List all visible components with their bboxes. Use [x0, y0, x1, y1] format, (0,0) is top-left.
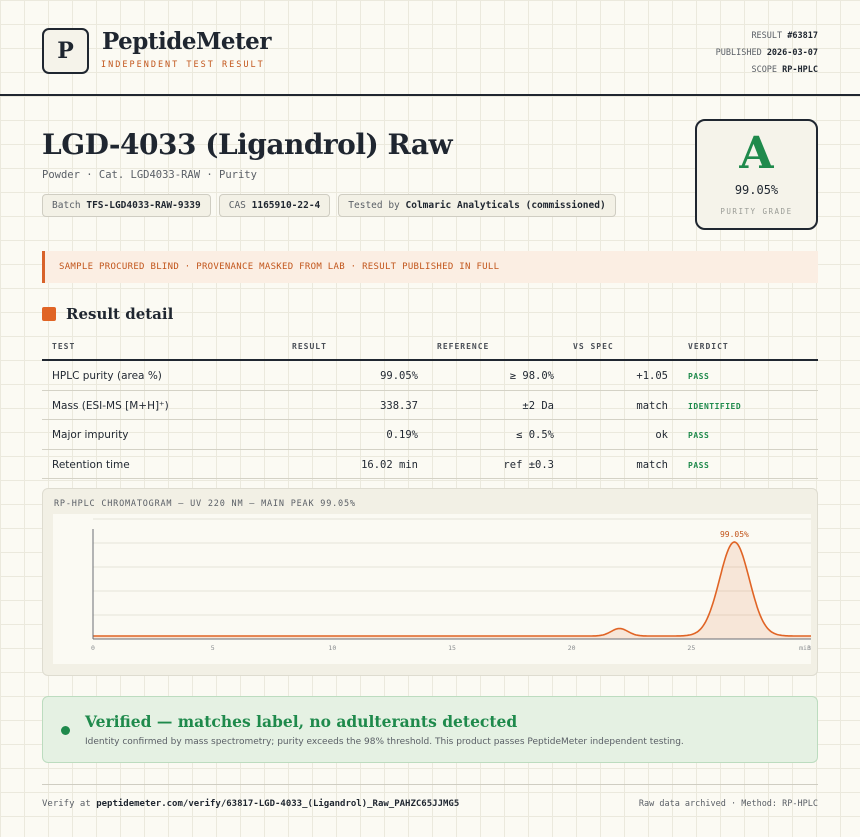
x-tick-label: 10	[328, 644, 336, 652]
verdict-badge: PASS	[688, 460, 710, 470]
verified-title: Verified — matches label, no adulterants…	[85, 712, 518, 731]
verified-panel: Verified — matches label, no adulterants…	[42, 696, 818, 763]
chromatogram-card: RP-HPLC CHROMATOGRAM — UV 220 NM — MAIN …	[42, 488, 818, 676]
result-id: #63817	[787, 31, 818, 41]
peak-label: 99.05%	[720, 530, 749, 539]
chart-plot-bg	[53, 514, 811, 664]
chart-grid	[93, 518, 811, 616]
product-subtitle: Powder · Cat. LGD4033-RAW · Purity	[42, 169, 257, 181]
verified-text: Identity confirmed by mass spectrometry;…	[85, 737, 684, 747]
result-meta: RESULT #63817 PUBLISHED 2026-03-07 SCOPE…	[716, 28, 818, 79]
col-reference: REFERENCE	[437, 342, 490, 351]
result-table: TEST RESULT REFERENCE VS SPEC VERDICT HP…	[42, 338, 818, 479]
col-result: RESULT	[292, 342, 327, 351]
verdict-badge: PASS	[688, 372, 710, 381]
col-vs-spec: VS SPEC	[573, 342, 614, 351]
grade-value: 99.05%	[734, 183, 779, 197]
grade-letter: A	[739, 128, 774, 179]
verdict-badge: IDENTIFIED	[688, 401, 742, 411]
table-row: Mass (ESI-MS [M+H]⁺) 338.37 ±2 Da match …	[42, 391, 818, 420]
x-tick-label: 25	[687, 644, 695, 652]
chart-x-ticks: 0 5 10 15 20 25 30min	[91, 644, 811, 652]
footer-divider	[42, 784, 818, 785]
section-header: Result detail	[42, 305, 173, 323]
chromatogram-line	[93, 541, 811, 637]
brand-tagline: INDEPENDENT TEST RESULT	[101, 60, 265, 70]
published-line: PUBLISHED 2026-03-07	[715, 48, 818, 58]
x-tick-label: 20	[568, 644, 576, 652]
provenance-banner: SAMPLE PROCURED BLIND · PROVENANCE MASKE…	[42, 251, 818, 283]
chart-title: RP-HPLC CHROMATOGRAM — UV 220 NM — MAIN …	[54, 499, 356, 509]
batch-chip: Batch TFS-LGD4033-RAW-9339	[42, 194, 211, 217]
table-header: TEST RESULT REFERENCE VS SPEC VERDICT	[42, 338, 818, 361]
result-id-line: RESULT #63817	[751, 31, 818, 41]
col-verdict: VERDICT	[688, 342, 729, 351]
x-tick-label: 15	[448, 644, 456, 652]
x-tick-label: 5	[211, 644, 215, 652]
section-marker-icon	[42, 307, 56, 321]
table-row: Retention time 16.02 min ref ±0.3 match …	[42, 450, 818, 479]
x-tick-label: 30	[807, 644, 811, 652]
verify-line: Verify at peptidemeter.com/verify/63817-…	[42, 799, 460, 809]
grade-label: PURITY GRADE	[720, 207, 793, 216]
chromatogram-area	[93, 542, 811, 639]
report-header: P PeptideMeter INDEPENDENT TEST RESULT R…	[0, 0, 860, 96]
col-test: TEST	[52, 342, 76, 351]
product-title: LGD-4033 (Ligandrol) Raw	[42, 128, 453, 161]
verified-dot-icon	[61, 726, 70, 735]
section-title: Result detail	[66, 305, 174, 323]
scope-line: SCOPE RP-HPLC	[751, 65, 818, 75]
cas-chip: CAS 1165910-22-4	[218, 194, 331, 217]
brand-name: PeptideMeter	[102, 28, 271, 55]
purity-grade-card: A 99.05% PURITY GRADE	[695, 119, 818, 230]
verdict-badge: PASS	[688, 431, 710, 440]
table-row: HPLC purity (area %) 99.05% ≥ 98.0% +1.0…	[42, 361, 818, 391]
logo-icon: P	[42, 28, 89, 74]
x-unit-label: min	[799, 644, 811, 652]
footer-method: Raw data archived · Method: RP-HPLC	[638, 799, 818, 809]
verify-link[interactable]: peptidemeter.com/verify/63817-LGD-4033_(…	[96, 799, 460, 809]
scope-value: RP-HPLC	[782, 65, 818, 75]
table-row: Major impurity 0.19% ≤ 0.5% ok PASS	[42, 420, 818, 450]
product-chips: Batch TFS-LGD4033-RAW-9339 CAS 1165910-2…	[42, 194, 616, 217]
x-tick-label: 0	[91, 644, 95, 652]
published-date: 2026-03-07	[766, 48, 818, 58]
tested-by-chip: Tested by Colmaric Analyticals (commissi…	[338, 194, 616, 217]
chromatogram-chart: 0 5 10 15 20 25 30min 99.05%	[53, 514, 811, 664]
